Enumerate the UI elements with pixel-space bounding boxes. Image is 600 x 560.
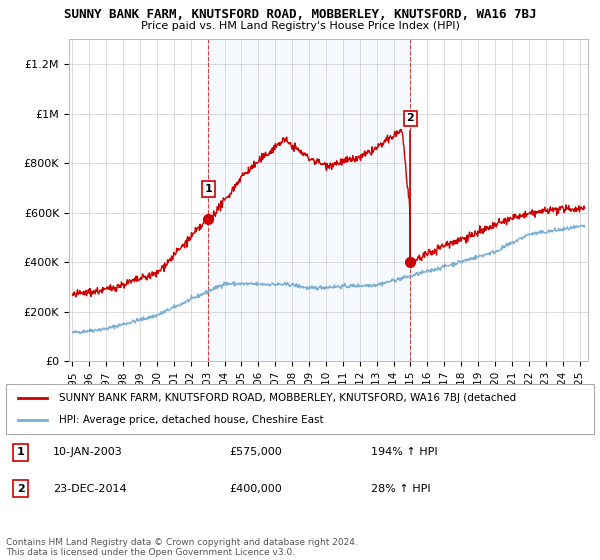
Text: £400,000: £400,000 [229,484,282,493]
Text: 2: 2 [17,484,25,493]
Text: 1: 1 [205,184,212,194]
Text: 1: 1 [17,447,25,457]
Bar [208,39,410,361]
Text: £575,000: £575,000 [229,447,282,457]
Text: HPI: Average price, detached house, Cheshire East: HPI: Average price, detached house, Ches… [59,415,323,425]
Text: 28% ↑ HPI: 28% ↑ HPI [371,484,430,493]
Text: 23-DEC-2014: 23-DEC-2014 [53,484,127,493]
Text: SUNNY BANK FARM, KNUTSFORD ROAD, MOBBERLEY, KNUTSFORD, WA16 7BJ: SUNNY BANK FARM, KNUTSFORD ROAD, MOBBERL… [64,8,536,21]
Text: SUNNY BANK FARM, KNUTSFORD ROAD, MOBBERLEY, KNUTSFORD, WA16 7BJ (detached: SUNNY BANK FARM, KNUTSFORD ROAD, MOBBERL… [59,393,516,403]
Text: Contains HM Land Registry data © Crown copyright and database right 2024.
This d: Contains HM Land Registry data © Crown c… [6,538,358,557]
Text: 194% ↑ HPI: 194% ↑ HPI [371,447,437,457]
Text: 10-JAN-2003: 10-JAN-2003 [53,447,123,457]
FancyBboxPatch shape [6,384,594,434]
Text: Price paid vs. HM Land Registry's House Price Index (HPI): Price paid vs. HM Land Registry's House … [140,21,460,31]
Text: 2: 2 [406,114,414,123]
